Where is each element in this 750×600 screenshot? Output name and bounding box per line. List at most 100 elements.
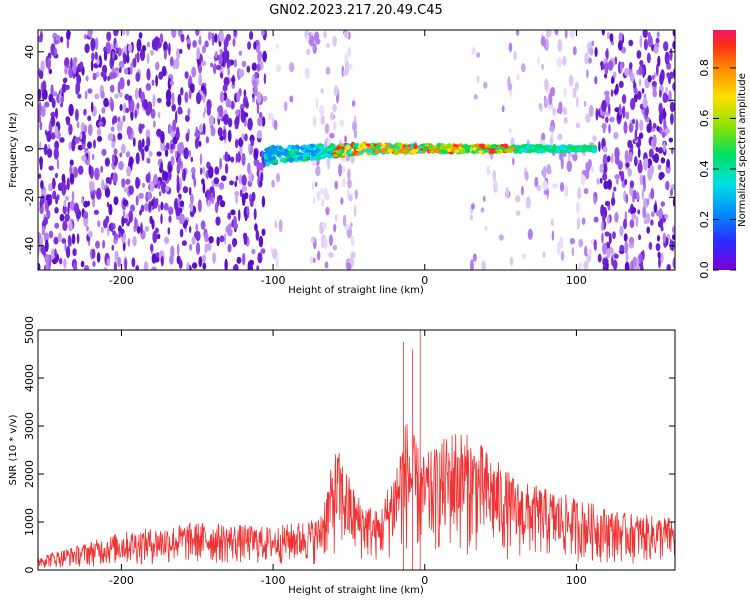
noise-blob — [540, 103, 543, 113]
noise-blob — [156, 233, 161, 240]
noise-blob — [537, 56, 540, 65]
noise-blob — [113, 148, 118, 155]
noise-blob — [515, 210, 521, 216]
noise-blob — [175, 110, 178, 124]
signal-blob — [332, 154, 339, 157]
noise-blob — [62, 220, 68, 231]
noise-blob — [79, 61, 84, 70]
noise-blob — [672, 68, 675, 79]
noise-blob — [112, 172, 118, 184]
noise-blob — [200, 220, 206, 230]
noise-blob — [96, 252, 101, 263]
noise-blob — [90, 59, 94, 72]
noise-blob — [69, 200, 75, 212]
noise-blob — [163, 202, 169, 211]
noise-blob — [635, 119, 639, 132]
noise-blob — [61, 184, 67, 196]
noise-blob — [520, 62, 526, 73]
signal-blob — [560, 147, 567, 151]
noise-blob — [206, 242, 212, 251]
noise-blob — [244, 133, 248, 142]
noise-blob — [256, 102, 260, 115]
noise-blob — [332, 120, 337, 131]
signal-blob — [304, 148, 311, 154]
noise-blob — [157, 97, 162, 104]
noise-blob — [624, 67, 630, 77]
noise-blob — [122, 51, 127, 65]
noise-blob — [41, 80, 47, 91]
noise-blob — [344, 135, 348, 144]
noise-blob — [629, 219, 635, 229]
signal-blob — [339, 149, 345, 154]
noise-blob — [585, 113, 591, 123]
noise-blob — [312, 257, 316, 264]
noise-blob — [617, 40, 623, 51]
noise-blob — [351, 100, 356, 107]
noise-blob — [66, 30, 71, 41]
noise-blob — [196, 46, 201, 60]
noise-blob — [324, 261, 329, 269]
noise-blob — [329, 234, 333, 247]
noise-blob — [169, 56, 174, 67]
noise-blob — [584, 52, 589, 65]
noise-blob — [219, 157, 222, 170]
noise-blob — [542, 180, 548, 191]
noise-blob — [201, 60, 207, 66]
noise-blob — [160, 161, 164, 170]
noise-blob — [207, 31, 212, 41]
noise-blob — [263, 73, 267, 85]
noise-blob — [59, 137, 65, 143]
noise-blob — [76, 121, 80, 129]
noise-blob — [112, 115, 118, 124]
noise-blob — [83, 33, 88, 40]
noise-blob — [124, 68, 129, 75]
noise-blob — [613, 71, 617, 79]
noise-blob — [195, 30, 200, 36]
noise-blob — [583, 260, 589, 270]
noise-blob — [143, 261, 149, 270]
noise-blob — [327, 157, 330, 170]
signal-blob — [345, 144, 351, 151]
noise-blob — [521, 253, 527, 259]
noise-blob — [656, 31, 660, 38]
signal-blob — [288, 150, 292, 155]
noise-blob — [274, 220, 278, 229]
noise-blob — [601, 122, 607, 130]
noise-blob — [623, 121, 628, 134]
noise-blob — [637, 209, 641, 215]
noise-blob — [38, 88, 42, 100]
signal-blob — [337, 146, 341, 151]
signal-blob — [355, 148, 362, 152]
signal-blob — [452, 144, 460, 148]
noise-blob — [659, 89, 662, 98]
noise-blob — [601, 220, 605, 232]
noise-blob — [202, 111, 206, 119]
noise-blob — [633, 87, 638, 94]
noise-blob — [601, 100, 607, 112]
noise-blob — [353, 204, 357, 218]
signal-blob — [274, 150, 280, 154]
noise-blob — [339, 119, 345, 127]
noise-blob — [219, 48, 223, 55]
signal-blob — [472, 146, 477, 151]
noise-blob — [652, 134, 657, 147]
noise-blob — [551, 230, 555, 241]
noise-blob — [214, 51, 218, 59]
noise-blob — [39, 121, 43, 131]
noise-blob — [208, 166, 214, 179]
signal-blob — [446, 143, 452, 149]
noise-blob — [125, 178, 131, 185]
noise-blob — [601, 232, 604, 244]
noise-blob — [668, 90, 672, 103]
noise-blob — [227, 243, 232, 253]
noise-blob — [87, 141, 92, 149]
noise-blob — [594, 46, 598, 58]
noise-blob — [93, 209, 99, 215]
noise-blob — [545, 38, 549, 51]
noise-blob — [145, 173, 150, 183]
noise-blob — [68, 221, 73, 232]
noise-blob — [254, 84, 258, 97]
noise-blob — [59, 257, 63, 265]
